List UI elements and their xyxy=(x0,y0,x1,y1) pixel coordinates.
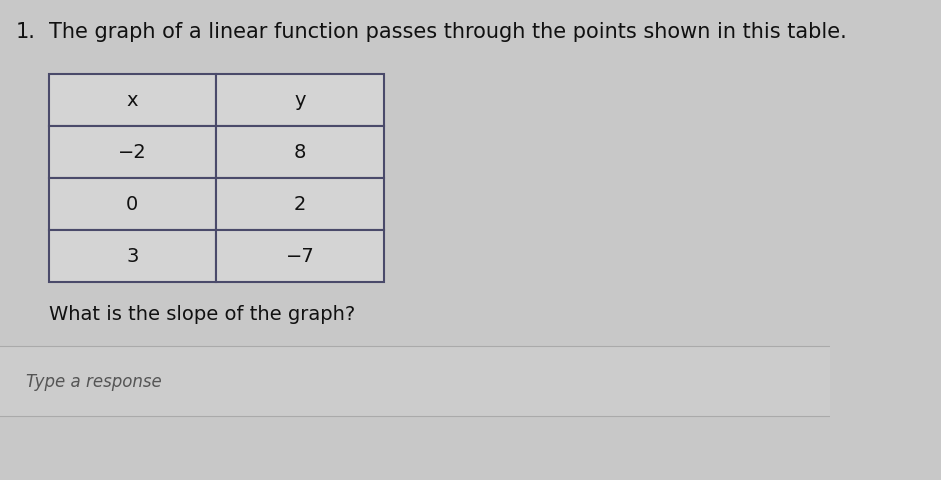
Text: The graph of a linear function passes through the points shown in this table.: The graph of a linear function passes th… xyxy=(49,22,846,42)
Text: 1.: 1. xyxy=(16,22,36,42)
Text: −2: −2 xyxy=(118,143,147,162)
Bar xyxy=(49,230,216,282)
Bar xyxy=(216,75,384,127)
Text: x: x xyxy=(126,91,138,110)
Bar xyxy=(216,127,384,179)
Bar xyxy=(0,346,830,416)
Text: 0: 0 xyxy=(126,195,138,214)
Text: −7: −7 xyxy=(285,247,314,266)
Text: 2: 2 xyxy=(294,195,306,214)
Bar xyxy=(216,230,384,282)
Text: 3: 3 xyxy=(126,247,138,266)
Bar xyxy=(49,179,216,230)
Bar xyxy=(49,127,216,179)
Text: Type a response: Type a response xyxy=(26,372,162,390)
Text: y: y xyxy=(295,91,306,110)
Bar xyxy=(216,179,384,230)
Text: What is the slope of the graph?: What is the slope of the graph? xyxy=(49,304,355,324)
Bar xyxy=(49,75,216,127)
Text: 8: 8 xyxy=(294,143,306,162)
